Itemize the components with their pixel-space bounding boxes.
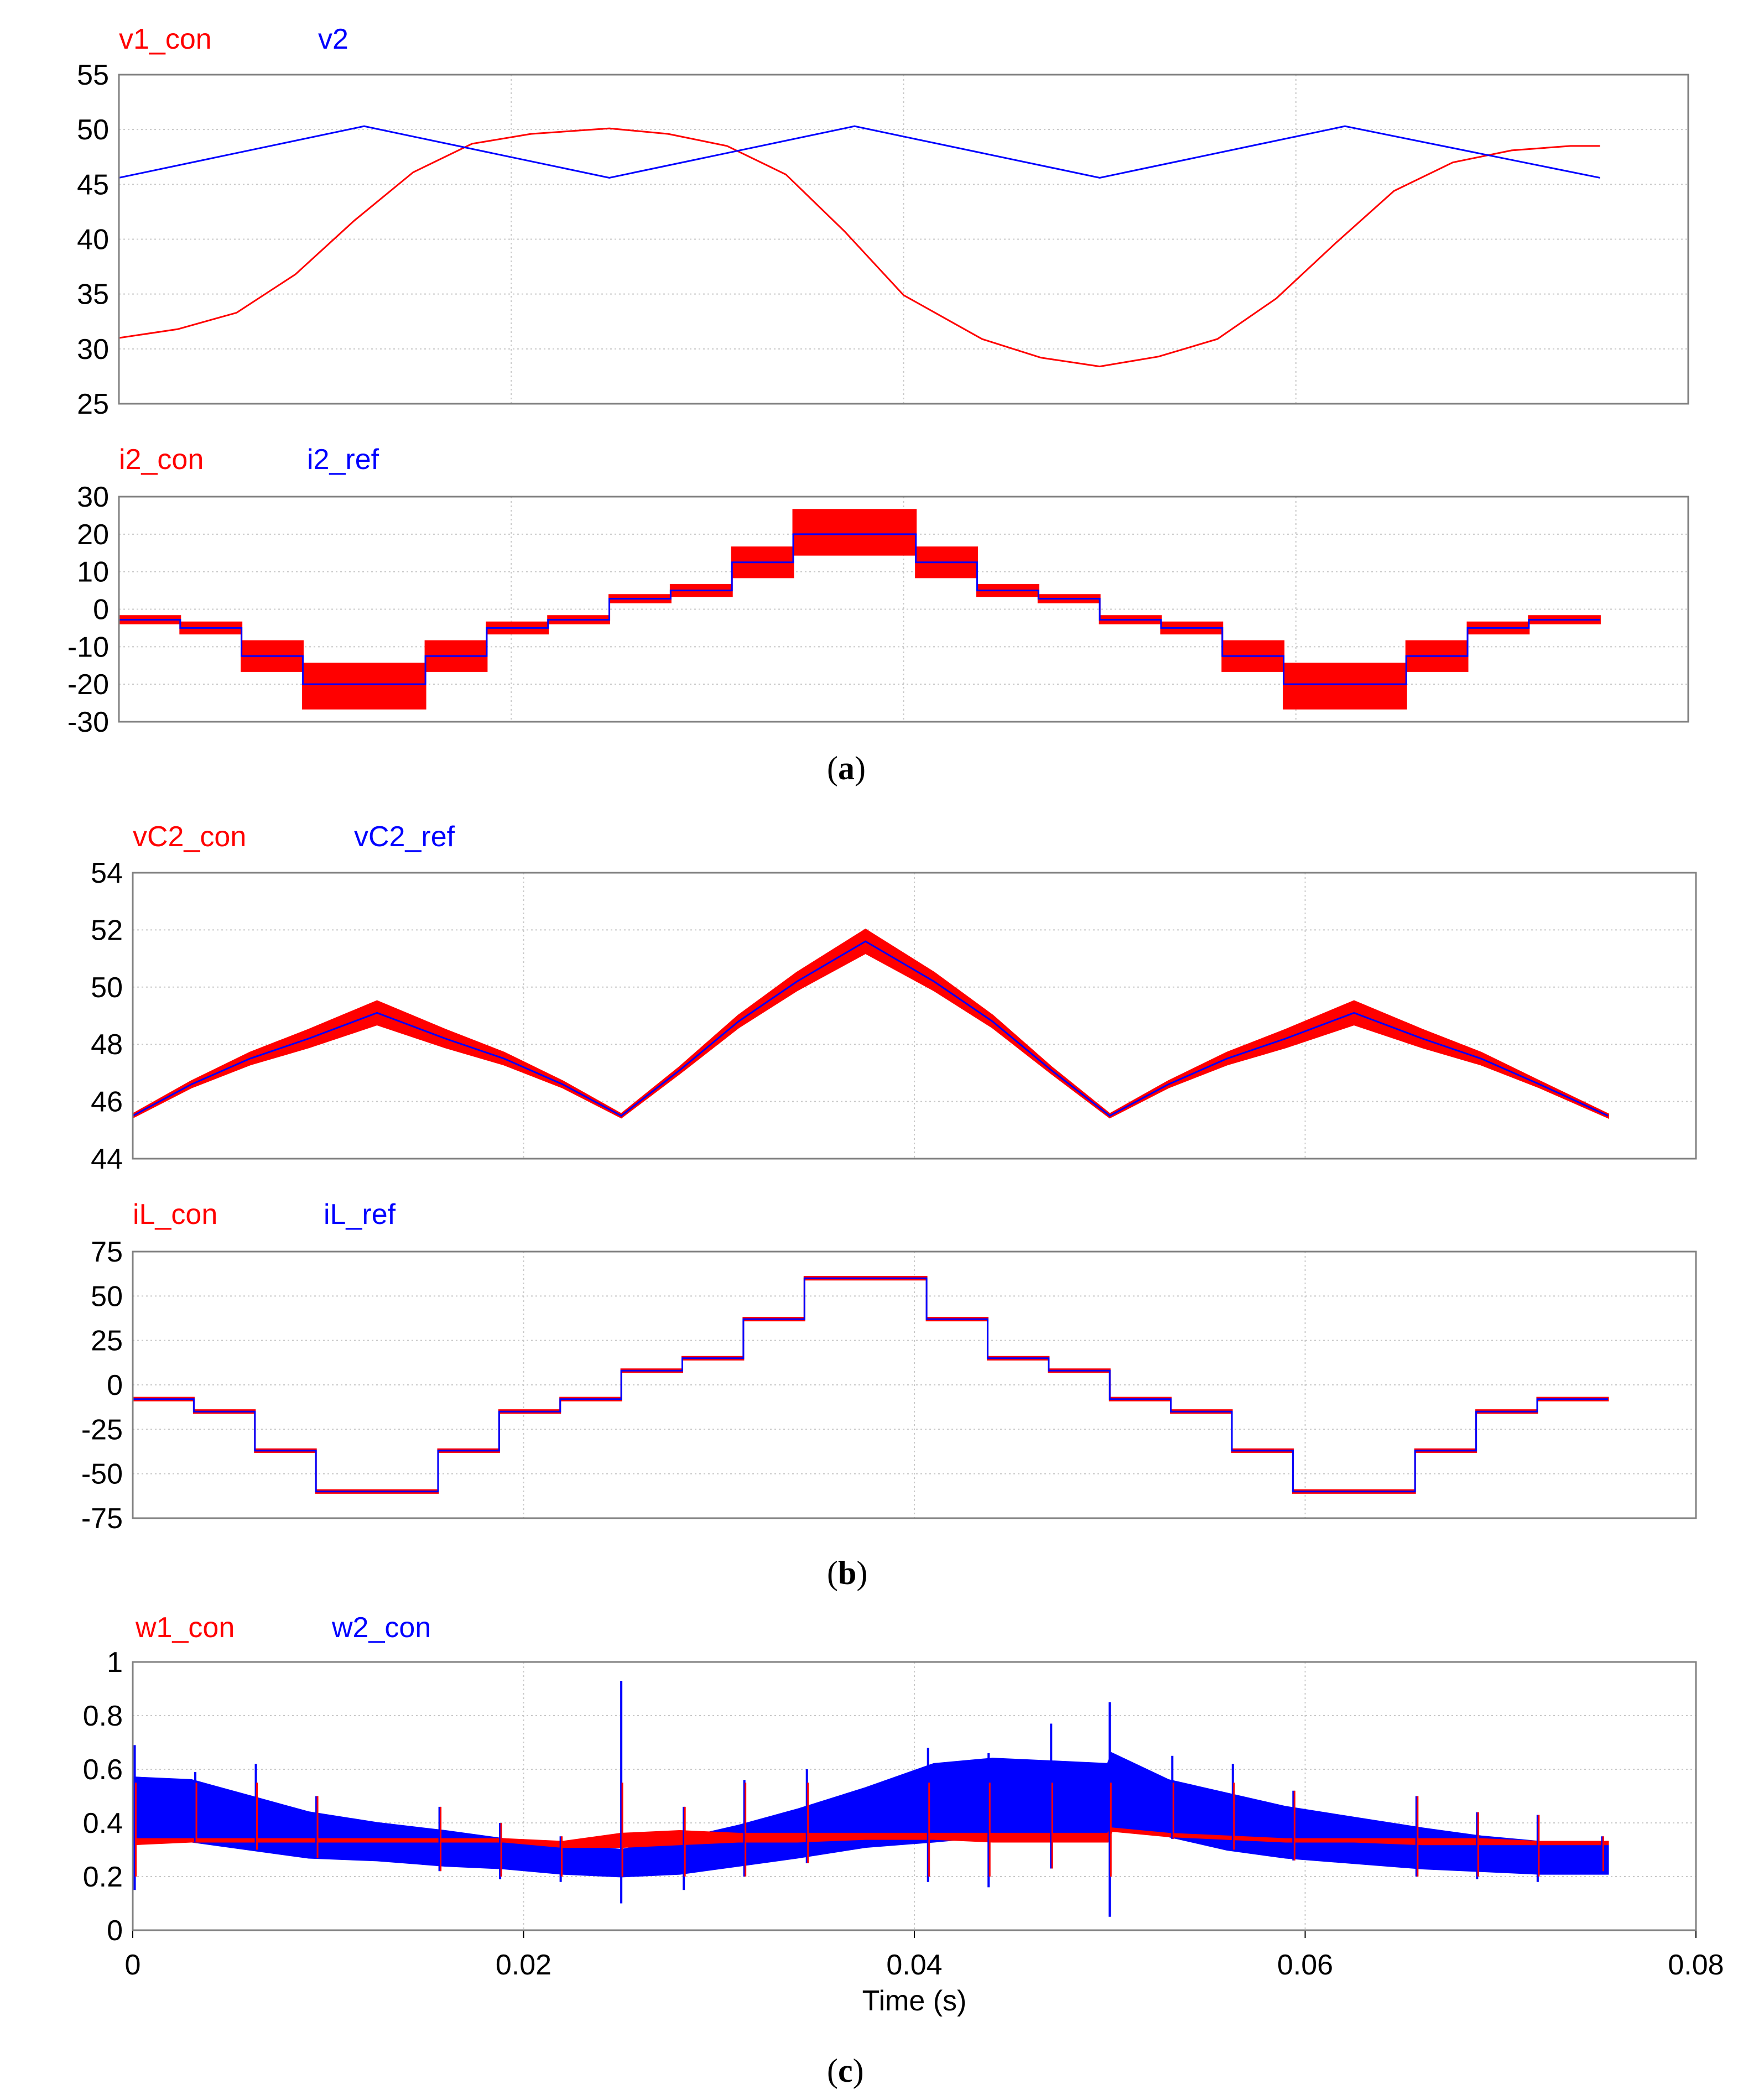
chart-vc2: 54 52 50 48 46 44 vC2_con vC2_ref (91, 821, 1697, 1175)
y-tick-label: -75 (81, 1503, 123, 1535)
series-band-w1_con (133, 1827, 1609, 1848)
y-tick-label: 54 (91, 857, 123, 889)
plot-frame (118, 496, 1689, 723)
series-line-i2_ref (119, 533, 1600, 685)
y-tick-label: 0 (107, 1915, 123, 1947)
plot-frame (132, 1250, 1697, 1519)
series-line-vC2_ref (133, 940, 1609, 1117)
chart-i2: 30 20 10 0 -10 -20 -30 i2_con i2_ref (67, 444, 1689, 738)
y-tick-label: -20 (67, 669, 109, 701)
plot-frame (118, 74, 1689, 405)
legend-w2_con: w2_con (331, 1612, 431, 1644)
legend-iL_con: iL_con (133, 1198, 217, 1231)
y-tick-label: 1 (107, 1646, 123, 1679)
y-tick-label: 44 (91, 1143, 123, 1175)
legend-i2_con: i2_con (119, 444, 204, 476)
series-line-iL_ref (133, 1277, 1609, 1493)
plot-frame (132, 1661, 1697, 1931)
caption-a: (a) (827, 750, 866, 786)
caption-b: (b) (827, 1555, 868, 1591)
series-line-v1_con (119, 127, 1600, 368)
x-tick-label: 0.08 (1668, 1949, 1724, 1981)
y-tick-label: 35 (77, 279, 109, 311)
y-tick-label: 25 (77, 388, 109, 420)
y-tick-label: 48 (91, 1029, 123, 1061)
x-tick-label: 0 (125, 1949, 141, 1981)
x-tick-label: 0.06 (1277, 1949, 1333, 1981)
series-line-v2 (119, 125, 1600, 179)
y-tick-label: 0 (93, 594, 109, 626)
y-tick-label: 0.6 (83, 1754, 123, 1786)
y-tick-label: -50 (81, 1458, 123, 1491)
chart-w: 1 0.8 0.6 0.4 0.2 00 0.02 0.04 0.06 0.08 Time (s) w… (83, 1612, 1724, 2017)
plot-frame (132, 872, 1697, 1160)
y-tick-label: -10 (67, 631, 109, 663)
legend-v2: v2 (318, 23, 348, 55)
chart-iL: 75 50 25 0 -25 -50 -75 iL_con iL_ref (81, 1198, 1697, 1535)
x-tick-label: 0.04 (886, 1949, 942, 1981)
y-tick-label: 75 (91, 1236, 123, 1268)
y-tick-label: 0.2 (83, 1861, 123, 1893)
y-tick-label: -25 (81, 1414, 123, 1446)
y-tick-label: 46 (91, 1086, 123, 1118)
plot-area (119, 125, 1600, 368)
legend-iL_ref: iL_ref (324, 1198, 396, 1231)
y-tick-label: 30 (77, 481, 109, 513)
series-band-iL_con (133, 1276, 1609, 1494)
x-tick-label: 0.02 (496, 1949, 551, 1981)
plot-area (119, 509, 1601, 710)
legend-w1_con: w1_con (135, 1612, 235, 1644)
plot-area (133, 1680, 1609, 1917)
series-band-vC2_con (133, 929, 1610, 1119)
x-axis-label: Time (s) (862, 1985, 967, 2017)
series-band-w2_con (133, 1752, 1609, 1878)
y-tick-label: 10 (77, 556, 109, 588)
y-tick-label: 0.4 (83, 1807, 123, 1840)
series-band-i2_con (119, 509, 1601, 710)
y-tick-label: 30 (77, 334, 109, 366)
y-tick-label: -30 (67, 706, 109, 738)
plot-area (133, 929, 1610, 1119)
y-tick-label: 50 (91, 1280, 123, 1312)
y-tick-label: 0 (107, 1369, 123, 1401)
y-tick-label: 40 (77, 224, 109, 256)
caption-c: (c) (827, 2052, 864, 2089)
y-tick-label: 50 (91, 972, 123, 1004)
y-tick-label: 25 (91, 1325, 123, 1357)
y-tick-label: 55 (77, 59, 109, 91)
chart-v1-v2: 55 50 45 40 35 30 25 v1_con v2 (77, 23, 1689, 420)
legend-vC2_ref: vC2_ref (354, 821, 455, 853)
legend-vC2_con: vC2_con (133, 821, 246, 853)
y-tick-label: 45 (77, 169, 109, 201)
y-tick-label: 50 (77, 114, 109, 146)
y-tick-label: 52 (91, 914, 123, 946)
y-tick-label: 0.8 (83, 1700, 123, 1732)
legend-i2_ref: i2_ref (307, 444, 379, 476)
y-tick-label: 20 (77, 519, 109, 551)
plot-area (133, 1276, 1609, 1494)
legend-v1_con: v1_con (119, 23, 212, 55)
